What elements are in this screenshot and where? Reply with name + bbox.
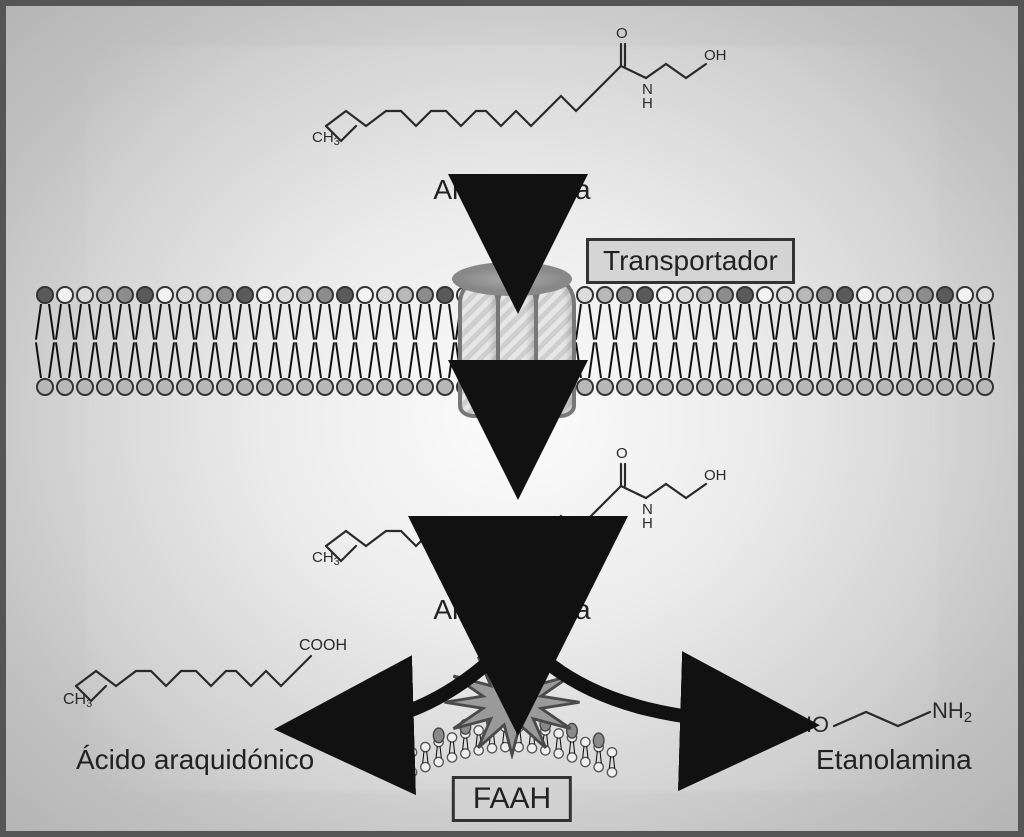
label-anandamide-top: Anandamida [433,174,590,206]
svg-text:CH3: CH3 [312,129,340,148]
svg-text:COOH: COOH [299,637,347,654]
label-faah: FAAH [452,776,572,822]
structure-anandamide-top: O N H OH CH3 [306,16,736,171]
svg-text:OH: OH [704,467,727,484]
svg-text:H: H [642,515,653,532]
svg-text:O: O [616,25,628,42]
label-ethanolamine: Etanolamina [816,744,972,776]
structure-arachidonic-acid: COOH CH3 [61,576,361,726]
svg-text:H: H [642,95,653,112]
label-transporter: Transportador [586,238,795,284]
reaction-starburst [437,646,587,756]
label-arachidonic: Ácido araquidónico [76,744,314,776]
svg-text:NH2: NH2 [932,698,972,726]
svg-text:O: O [616,445,628,462]
structure-anandamide-mid: O N H OH CH3 [306,436,736,591]
transporter-channel [452,268,572,418]
svg-text:CH3: CH3 [312,549,340,568]
diagram-frame: O N H OH CH3 Anandamida Transportador [0,0,1024,837]
label-anandamide-mid: Anandamida [433,594,590,626]
svg-text:HO: HO [796,712,829,737]
svg-text:OH: OH [704,47,727,64]
svg-text:CH3: CH3 [63,691,92,710]
